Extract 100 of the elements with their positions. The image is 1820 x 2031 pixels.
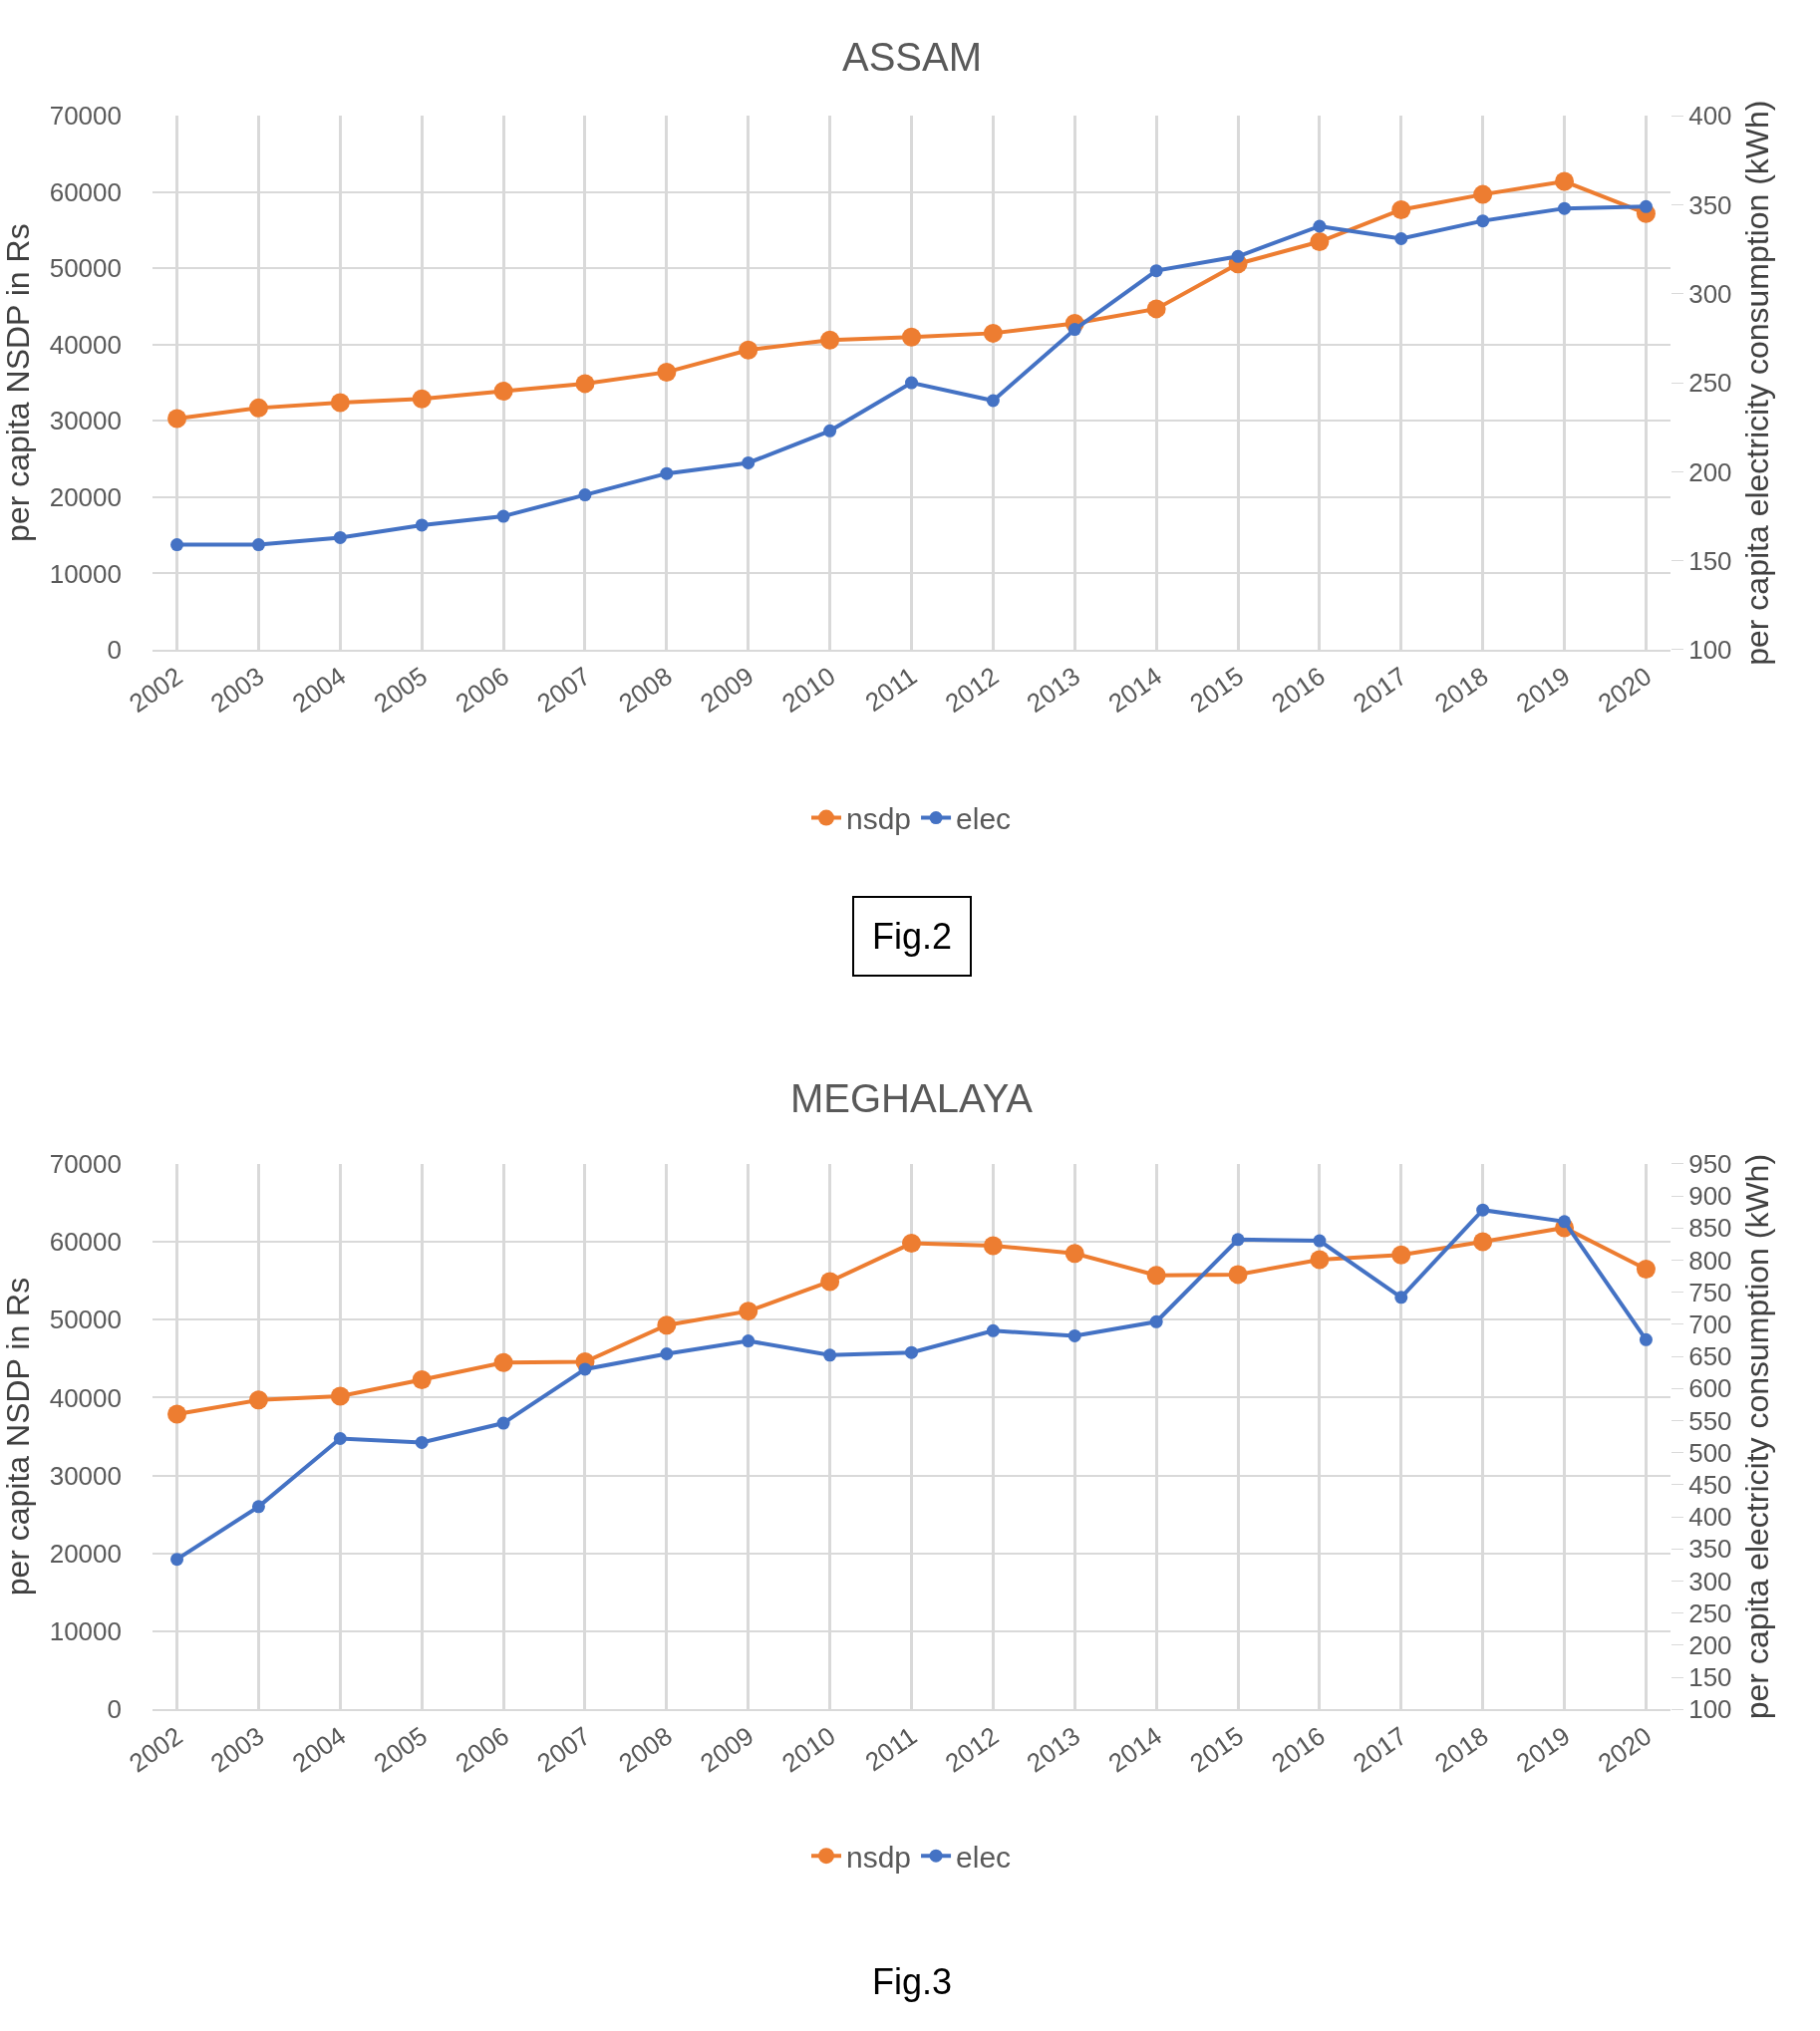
y2-axis-title: per capita electricity consumption (kWh) <box>1739 100 1776 666</box>
point <box>493 382 513 402</box>
x-tick-label: 2009 <box>695 661 759 719</box>
y-axis-title: per capita NSDP in Rs <box>0 1277 36 1596</box>
point <box>742 1334 756 1348</box>
point <box>333 1432 347 1446</box>
point <box>1639 199 1653 213</box>
y-tick-label: 50000 <box>49 253 122 284</box>
point <box>1476 214 1490 228</box>
legend-label: nsdp <box>846 1840 912 1874</box>
point <box>1064 1244 1084 1264</box>
y2-tick-label: 300 <box>1688 278 1732 309</box>
point <box>1394 231 1408 245</box>
point <box>1310 1250 1330 1270</box>
y2-tick-label: 750 <box>1688 1277 1732 1307</box>
y2-tick-label: 150 <box>1688 545 1732 576</box>
y2-tick-label: 900 <box>1688 1181 1732 1212</box>
point <box>657 362 677 382</box>
point <box>983 1236 1003 1256</box>
y2-tick-label: 100 <box>1688 635 1732 666</box>
point <box>1473 184 1493 204</box>
y2-tick-label: 100 <box>1688 1694 1732 1725</box>
point <box>248 398 268 418</box>
y2-tick-label: 400 <box>1688 101 1732 132</box>
y2-tick-label: 500 <box>1688 1437 1732 1468</box>
y-tick-label: 0 <box>107 635 122 666</box>
point <box>1313 219 1327 233</box>
point <box>1067 323 1081 337</box>
point <box>1636 1259 1656 1279</box>
point <box>412 389 432 409</box>
point <box>1313 1234 1327 1248</box>
point <box>330 393 350 413</box>
point <box>496 1416 510 1430</box>
point <box>1555 171 1575 191</box>
point <box>167 1404 187 1424</box>
y2-tick-label: 650 <box>1688 1341 1732 1372</box>
point <box>1146 1266 1166 1286</box>
point <box>739 1302 758 1321</box>
point <box>902 327 921 347</box>
point <box>1394 1291 1408 1305</box>
point <box>333 530 347 544</box>
point <box>251 1500 265 1514</box>
point <box>496 509 510 523</box>
point <box>251 538 265 552</box>
y2-tick-label: 950 <box>1688 1148 1732 1179</box>
point <box>170 538 184 552</box>
y2-axis-title: per capita electricity consumption (kWh) <box>1739 1153 1776 1720</box>
caption: Fig.2 <box>872 916 953 957</box>
caption: Fig.3 <box>872 1961 953 2002</box>
y-tick-label: 70000 <box>49 1148 122 1179</box>
y2-tick-label: 400 <box>1688 1502 1732 1533</box>
point <box>660 1346 674 1360</box>
point <box>415 1435 429 1449</box>
point <box>578 488 592 502</box>
point <box>1149 1314 1163 1328</box>
y-tick-label: 40000 <box>49 329 122 360</box>
y-tick-label: 20000 <box>49 482 122 513</box>
point <box>1310 232 1330 252</box>
point <box>578 1362 592 1376</box>
point <box>415 518 429 532</box>
point <box>1146 299 1166 319</box>
y2-tick-label: 200 <box>1688 456 1732 487</box>
y-tick-label: 70000 <box>49 101 122 132</box>
point <box>493 1352 513 1372</box>
point <box>1476 1203 1490 1217</box>
y-tick-label: 30000 <box>49 1460 122 1491</box>
x-tick-label: 2011 <box>859 661 923 718</box>
point <box>739 340 758 360</box>
point <box>412 1369 432 1389</box>
y2-tick-label: 800 <box>1688 1245 1732 1276</box>
point <box>1231 249 1245 263</box>
legend-label: elec <box>956 1840 1012 1874</box>
y-tick-label: 60000 <box>49 176 122 207</box>
point <box>1228 1265 1248 1285</box>
point <box>1391 199 1411 219</box>
y2-tick-label: 250 <box>1688 368 1732 399</box>
y-tick-label: 20000 <box>49 1539 122 1570</box>
point <box>575 374 595 394</box>
point <box>170 1553 184 1567</box>
y2-tick-label: 550 <box>1688 1405 1732 1436</box>
point <box>823 1348 837 1362</box>
x-tick-label: 2019 <box>1510 661 1576 719</box>
point <box>983 323 1003 343</box>
point <box>905 1345 918 1359</box>
point <box>986 1323 1000 1337</box>
x-tick-label: 2011 <box>859 1720 923 1778</box>
legend-label: nsdp <box>846 802 912 836</box>
y2-tick-label: 350 <box>1688 1534 1732 1565</box>
point <box>986 394 1000 408</box>
point <box>1639 1332 1653 1346</box>
y2-tick-label: 600 <box>1688 1373 1732 1404</box>
point <box>1391 1245 1411 1265</box>
legend-label: elec <box>956 802 1012 836</box>
point <box>820 330 840 350</box>
chart-title: ASSAM <box>842 35 983 79</box>
point <box>905 376 918 390</box>
y-tick-label: 10000 <box>49 558 122 589</box>
point <box>823 424 837 437</box>
point <box>902 1234 921 1254</box>
y2-tick-label: 700 <box>1688 1308 1732 1339</box>
